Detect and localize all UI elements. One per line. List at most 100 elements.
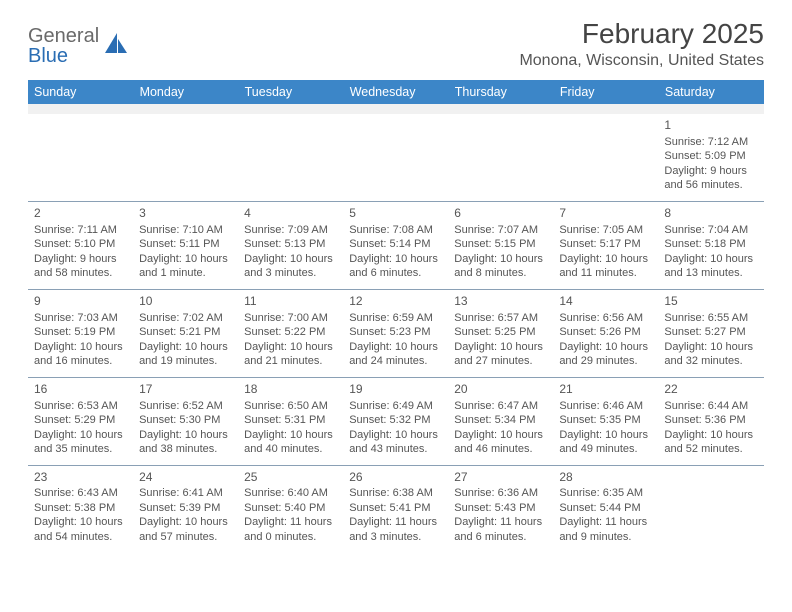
daylight-text: and 9 minutes. [559, 530, 652, 545]
daylight-text: and 40 minutes. [244, 442, 337, 457]
day-number: 3 [139, 206, 232, 222]
day-cell: 24Sunrise: 6:41 AMSunset: 5:39 PMDayligh… [133, 465, 238, 552]
daylight-text: Daylight: 10 hours [139, 340, 232, 355]
daylight-text: Daylight: 9 hours [664, 164, 757, 179]
day-cell: 26Sunrise: 6:38 AMSunset: 5:41 PMDayligh… [343, 465, 448, 552]
day-cell: 19Sunrise: 6:49 AMSunset: 5:32 PMDayligh… [343, 377, 448, 465]
day-number: 22 [664, 382, 757, 398]
day-cell: 25Sunrise: 6:40 AMSunset: 5:40 PMDayligh… [238, 465, 343, 552]
sunset-text: Sunset: 5:40 PM [244, 501, 337, 516]
sunrise-text: Sunrise: 7:07 AM [454, 223, 547, 238]
dow-row: Sunday Monday Tuesday Wednesday Thursday… [28, 80, 764, 104]
sunrise-text: Sunrise: 6:49 AM [349, 399, 442, 414]
day-number: 28 [559, 470, 652, 486]
day-cell: 8Sunrise: 7:04 AMSunset: 5:18 PMDaylight… [658, 201, 763, 289]
logo: General Blue [28, 18, 129, 66]
day-number: 8 [664, 206, 757, 222]
day-cell: 1Sunrise: 7:12 AMSunset: 5:09 PMDaylight… [658, 114, 763, 201]
day-number: 23 [34, 470, 127, 486]
sunset-text: Sunset: 5:30 PM [139, 413, 232, 428]
day-number: 13 [454, 294, 547, 310]
daylight-text: Daylight: 10 hours [559, 340, 652, 355]
sunrise-text: Sunrise: 6:53 AM [34, 399, 127, 414]
daylight-text: Daylight: 11 hours [454, 515, 547, 530]
daylight-text: and 54 minutes. [34, 530, 127, 545]
daylight-text: Daylight: 10 hours [664, 252, 757, 267]
sunset-text: Sunset: 5:10 PM [34, 237, 127, 252]
sunrise-text: Sunrise: 7:02 AM [139, 311, 232, 326]
daylight-text: Daylight: 10 hours [34, 340, 127, 355]
daylight-text: Daylight: 11 hours [244, 515, 337, 530]
sunrise-text: Sunrise: 6:35 AM [559, 486, 652, 501]
daylight-text: Daylight: 10 hours [139, 252, 232, 267]
sunset-text: Sunset: 5:21 PM [139, 325, 232, 340]
day-number: 14 [559, 294, 652, 310]
daylight-text: Daylight: 10 hours [349, 428, 442, 443]
daylight-text: Daylight: 10 hours [244, 340, 337, 355]
day-cell: 14Sunrise: 6:56 AMSunset: 5:26 PMDayligh… [553, 289, 658, 377]
daylight-text: and 35 minutes. [34, 442, 127, 457]
sunrise-text: Sunrise: 7:08 AM [349, 223, 442, 238]
daylight-text: and 6 minutes. [349, 266, 442, 281]
daylight-text: and 3 minutes. [244, 266, 337, 281]
day-number: 6 [454, 206, 547, 222]
sunrise-text: Sunrise: 6:59 AM [349, 311, 442, 326]
day-number: 15 [664, 294, 757, 310]
pad-row [28, 104, 764, 114]
day-number: 1 [664, 118, 757, 134]
day-cell: 22Sunrise: 6:44 AMSunset: 5:36 PMDayligh… [658, 377, 763, 465]
day-number: 17 [139, 382, 232, 398]
sunset-text: Sunset: 5:18 PM [664, 237, 757, 252]
sunrise-text: Sunrise: 7:09 AM [244, 223, 337, 238]
day-cell: 20Sunrise: 6:47 AMSunset: 5:34 PMDayligh… [448, 377, 553, 465]
sunrise-text: Sunrise: 6:56 AM [559, 311, 652, 326]
daylight-text: and 19 minutes. [139, 354, 232, 369]
day-cell: 9Sunrise: 7:03 AMSunset: 5:19 PMDaylight… [28, 289, 133, 377]
daylight-text: and 52 minutes. [664, 442, 757, 457]
sunset-text: Sunset: 5:23 PM [349, 325, 442, 340]
daylight-text: Daylight: 10 hours [244, 428, 337, 443]
day-cell: 23Sunrise: 6:43 AMSunset: 5:38 PMDayligh… [28, 465, 133, 552]
daylight-text: and 29 minutes. [559, 354, 652, 369]
daylight-text: and 3 minutes. [349, 530, 442, 545]
logo-line2: Blue [28, 46, 99, 66]
sunset-text: Sunset: 5:17 PM [559, 237, 652, 252]
daylight-text: Daylight: 10 hours [34, 515, 127, 530]
sunrise-text: Sunrise: 6:40 AM [244, 486, 337, 501]
day-number: 11 [244, 294, 337, 310]
sunrise-text: Sunrise: 7:11 AM [34, 223, 127, 238]
daylight-text: Daylight: 10 hours [454, 428, 547, 443]
day-cell: 11Sunrise: 7:00 AMSunset: 5:22 PMDayligh… [238, 289, 343, 377]
dow-tuesday: Tuesday [238, 80, 343, 104]
daylight-text: and 38 minutes. [139, 442, 232, 457]
daylight-text: Daylight: 10 hours [664, 340, 757, 355]
day-cell: 10Sunrise: 7:02 AMSunset: 5:21 PMDayligh… [133, 289, 238, 377]
sunset-text: Sunset: 5:27 PM [664, 325, 757, 340]
sunset-text: Sunset: 5:25 PM [454, 325, 547, 340]
daylight-text: and 57 minutes. [139, 530, 232, 545]
sunset-text: Sunset: 5:32 PM [349, 413, 442, 428]
daylight-text: and 32 minutes. [664, 354, 757, 369]
logo-line1: General [28, 26, 99, 46]
daylight-text: and 24 minutes. [349, 354, 442, 369]
day-cell [343, 114, 448, 201]
daylight-text: Daylight: 10 hours [139, 428, 232, 443]
day-number: 21 [559, 382, 652, 398]
day-cell: 7Sunrise: 7:05 AMSunset: 5:17 PMDaylight… [553, 201, 658, 289]
day-number: 12 [349, 294, 442, 310]
calendar-page: General Blue February 2025 Monona, Wisco… [0, 0, 792, 552]
day-number: 20 [454, 382, 547, 398]
daylight-text: Daylight: 11 hours [559, 515, 652, 530]
day-cell: 28Sunrise: 6:35 AMSunset: 5:44 PMDayligh… [553, 465, 658, 552]
sunrise-text: Sunrise: 6:47 AM [454, 399, 547, 414]
daylight-text: Daylight: 10 hours [559, 428, 652, 443]
daylight-text: Daylight: 10 hours [454, 340, 547, 355]
sail-icon [103, 31, 129, 62]
sunrise-text: Sunrise: 7:12 AM [664, 135, 757, 150]
dow-friday: Friday [553, 80, 658, 104]
day-cell [133, 114, 238, 201]
location-subtitle: Monona, Wisconsin, United States [519, 52, 764, 70]
daylight-text: Daylight: 10 hours [559, 252, 652, 267]
table-row: 1Sunrise: 7:12 AMSunset: 5:09 PMDaylight… [28, 114, 764, 201]
sunrise-text: Sunrise: 6:38 AM [349, 486, 442, 501]
